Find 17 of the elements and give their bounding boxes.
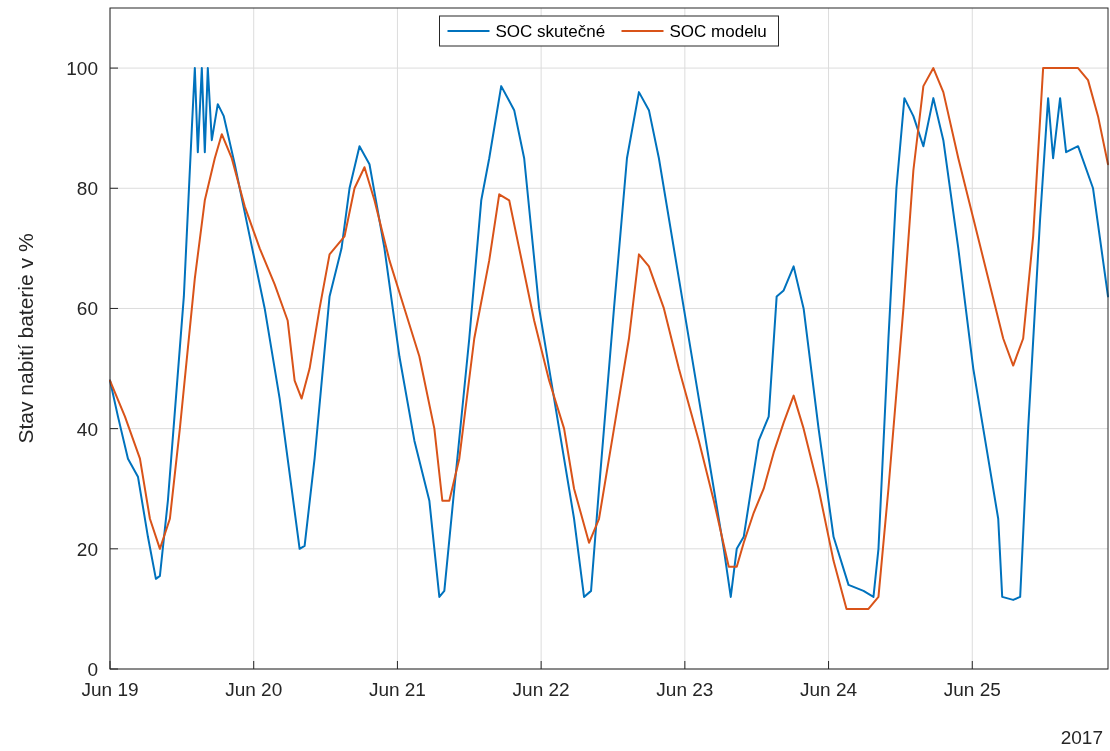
x-tick-label: Jun 19 [81,679,139,700]
legend-label: SOC skutečné [495,22,606,41]
x-tick-label: Jun 22 [512,679,570,700]
x-tick-label: Jun 24 [800,679,858,700]
text: 2017 [1060,727,1103,748]
y-tick-label: 20 [76,538,98,560]
legend-label: SOC modelu [669,22,767,41]
y-axis-title: Stav nabití baterie v % [14,233,37,444]
y-tick-label: 0 [87,659,98,680]
y-tick-label: 80 [76,178,98,200]
x-tick-label: Jun 20 [225,679,283,700]
x-tick-label: Jun 23 [656,679,714,700]
y-tick-label: 40 [76,418,98,440]
y-tick-label: 100 [66,58,98,80]
x-tick-label: Jun 25 [943,679,1001,700]
x-tick-label: Jun 21 [368,679,426,700]
y-tick-label: 60 [76,298,98,320]
